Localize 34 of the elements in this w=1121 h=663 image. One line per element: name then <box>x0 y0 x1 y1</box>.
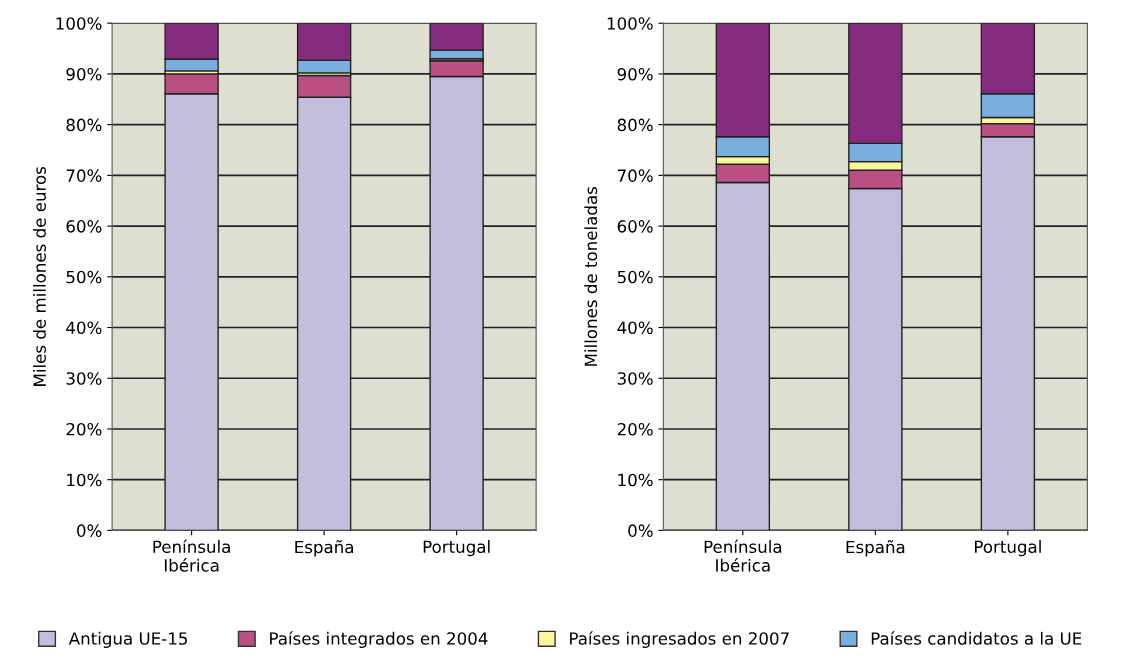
y-tick-label: 80% <box>66 118 102 132</box>
y-tick-label: 40% <box>617 321 653 335</box>
y-tick-label: 80% <box>617 118 653 132</box>
y-tick-label: 70% <box>617 169 653 182</box>
legend-label: Países candidatos a la UE <box>871 631 1082 645</box>
y-tick-label: 50% <box>66 270 102 284</box>
x-tick-label: España <box>846 540 905 557</box>
legend-label: Países ingresados en 2007 <box>570 631 789 648</box>
y-tick-label: 30% <box>617 372 653 385</box>
y-tick-label: 60% <box>617 220 653 233</box>
y-tick-label: 90% <box>617 67 653 81</box>
legend-label: Antigua UE-15 <box>68 631 187 648</box>
y-axis-title: Miles de millones de euros <box>33 166 46 386</box>
x-tick-label: Portugal <box>423 540 490 557</box>
x-tick-label: Península Ibérica <box>704 539 782 572</box>
x-tick-label: Portugal <box>974 540 1041 557</box>
y-tick-label: 40% <box>66 321 102 335</box>
y-tick-label: 10% <box>618 473 653 487</box>
y-tick-label: 0% <box>77 524 102 537</box>
x-tick-label: España <box>295 540 353 557</box>
y-tick-label: 50% <box>617 270 653 284</box>
y-tick-label: 90% <box>66 67 102 81</box>
y-tick-label: 30% <box>66 372 102 385</box>
y-tick-label: 100% <box>56 17 102 30</box>
y-tick-label: 100% <box>607 17 653 30</box>
y-tick-label: 60% <box>66 220 102 233</box>
y-tick-label: 10% <box>67 473 102 487</box>
x-tick-label: Península Ibérica <box>153 539 230 572</box>
legend-label: Países integrados en 2004 <box>270 631 488 648</box>
y-axis-title: Millones de toneladas <box>584 186 598 366</box>
y-tick-label: 20% <box>617 422 653 436</box>
y-tick-label: 0% <box>628 524 653 537</box>
y-tick-label: 20% <box>66 422 102 436</box>
y-tick-label: 70% <box>66 169 102 182</box>
